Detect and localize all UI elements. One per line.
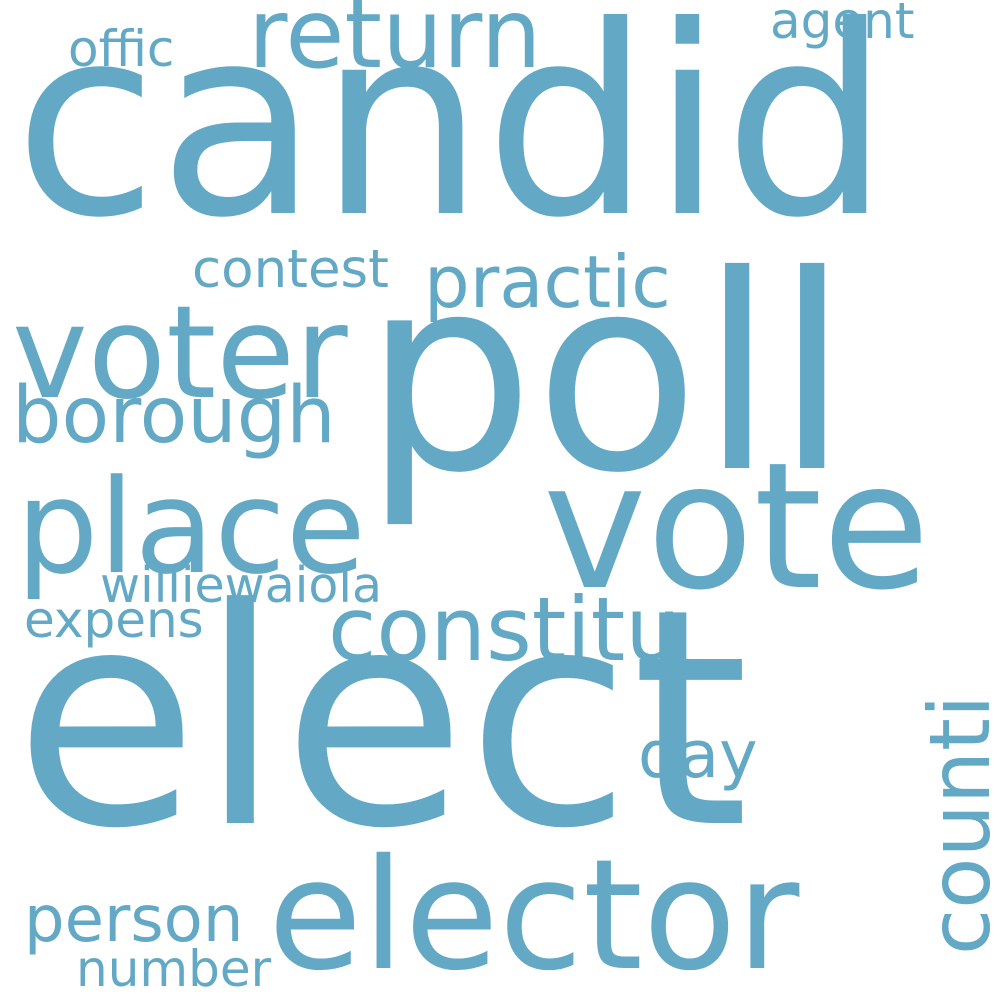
word-number: number — [76, 940, 272, 998]
word-contest: contest — [192, 239, 389, 300]
word-place: place — [16, 451, 366, 603]
word-agent: agent — [770, 0, 915, 50]
word-elector: elector — [268, 827, 800, 1000]
word-offic: offic — [68, 20, 175, 78]
word-person: person — [24, 883, 244, 957]
word-practic: practic — [424, 240, 671, 324]
word-borough: borough — [12, 371, 336, 461]
word-day: day — [638, 718, 758, 793]
word-elect: elect — [14, 545, 750, 894]
word-expens: expens — [24, 591, 204, 649]
word-constitu: constitu — [328, 578, 682, 681]
word-poll: poll — [363, 217, 850, 532]
word-vote: vote — [543, 426, 930, 629]
word-voter: voter — [12, 279, 348, 428]
word-return: return — [248, 0, 542, 90]
word-williewaiola: williewaiola — [100, 557, 383, 614]
word-candid: candid — [14, 0, 891, 275]
word-counti: counti — [911, 694, 1000, 955]
